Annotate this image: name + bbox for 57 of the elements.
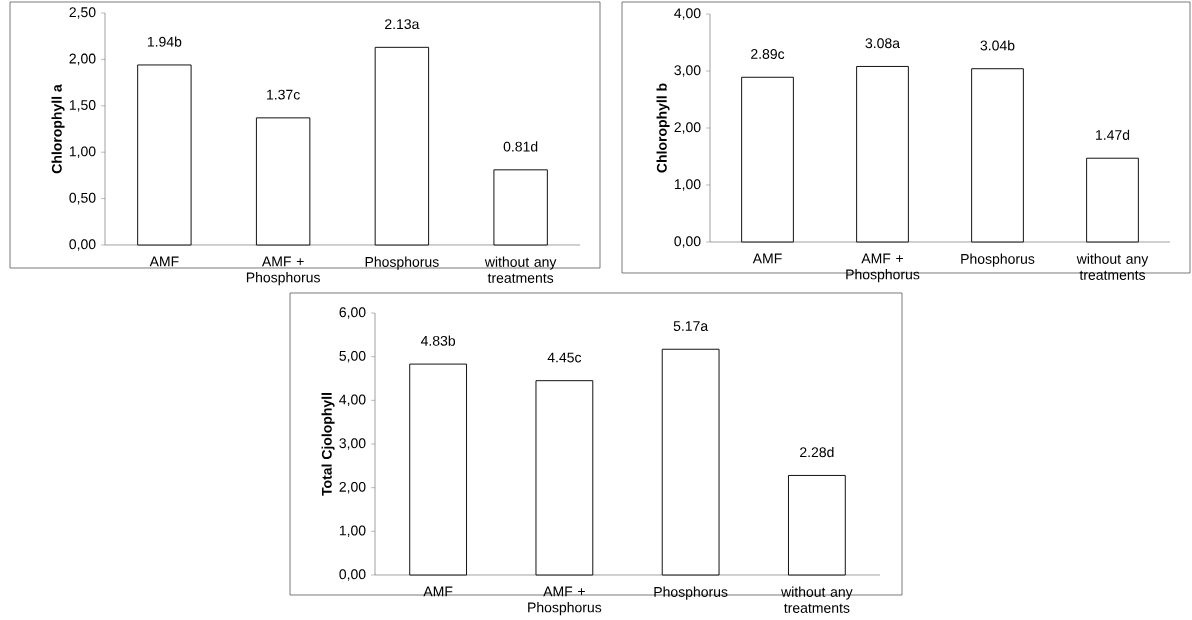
y-tick-label: 1,00: [674, 179, 701, 191]
data-label: 4.83b: [420, 335, 456, 346]
bar: [255, 117, 311, 246]
x-tick-label: without any treatments: [781, 586, 853, 613]
y-tick-label: 6,00: [339, 307, 366, 319]
data-label: 5.17a: [673, 321, 709, 332]
y-tick-label: 5,00: [339, 350, 366, 363]
data-label: 2.89c: [751, 49, 785, 60]
x-tick-label: AMF + Phosphorus: [528, 586, 602, 616]
y-tick-label: 3,00: [339, 438, 366, 450]
y-tick-label: 1,00: [339, 525, 366, 538]
data-label: 2.13a: [385, 19, 420, 30]
bar: [535, 380, 594, 576]
data-label: 1.94b: [147, 36, 182, 47]
y-tick-label: 2,00: [69, 53, 96, 66]
x-tick-label: Phosphorus: [654, 586, 728, 600]
y-tick-label: 0,00: [69, 239, 96, 251]
bar: [1086, 157, 1139, 243]
x-tick-label: AMF + Phosphorus: [846, 253, 920, 283]
bar: [374, 46, 430, 246]
y-tick-label: 0,00: [674, 236, 701, 248]
data-label: 1.37c: [267, 89, 300, 100]
x-tick-label: Phosphorus: [365, 256, 439, 270]
y-tick-label: 1,00: [69, 146, 96, 159]
x-tick-label: AMF + Phosphorus: [246, 256, 320, 286]
data-label: 1.47d: [1096, 129, 1130, 141]
x-tick-label: AMF: [149, 256, 179, 267]
y-tick-label: 0,50: [69, 192, 96, 205]
y-axis-title: Chlorophyll a: [51, 84, 65, 174]
data-label: 3.04b: [980, 40, 1015, 51]
data-label: 3.08a: [865, 38, 901, 49]
y-tick-label: 2,00: [339, 481, 366, 494]
y-tick-label: 0,00: [339, 569, 366, 581]
bar: [137, 64, 192, 246]
y-axis-title: Total Cjolophyll: [321, 393, 335, 496]
y-tick-label: 2,50: [69, 7, 96, 19]
x-tick-label: Phosphorus: [961, 253, 1035, 267]
y-tick-label: 1,50: [69, 100, 96, 112]
y-tick-label: 4,00: [339, 394, 366, 407]
x-tick-label: without any treatments: [1076, 253, 1149, 280]
y-axis-title: Chlorophyll b: [656, 83, 670, 173]
x-tick-label: AMF: [423, 586, 453, 597]
x-tick-label: without any treatments: [484, 256, 557, 283]
bar: [788, 475, 846, 576]
y-tick-label: 3,00: [674, 65, 701, 77]
bar: [409, 363, 468, 576]
bar: [493, 169, 548, 246]
y-tick-label: 4,00: [674, 8, 701, 20]
data-label: 2.28d: [800, 446, 834, 458]
bar: [741, 76, 794, 243]
bar: [661, 348, 720, 576]
x-tick-label: AMF: [752, 253, 782, 264]
data-label: 4.45c: [547, 352, 582, 363]
data-label: 0.81d: [503, 141, 538, 152]
bar: [856, 66, 909, 243]
bar: [971, 68, 1024, 243]
y-tick-label: 2,00: [674, 122, 701, 134]
